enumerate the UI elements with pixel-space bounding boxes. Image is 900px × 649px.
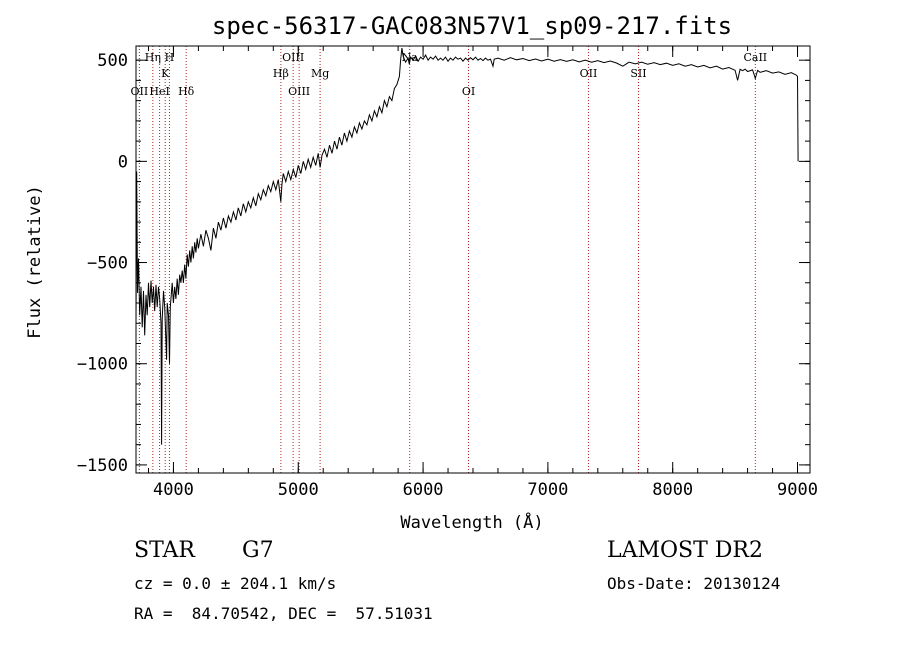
spectral-line-label: K [161,67,170,80]
spectral-line-label: CaII [743,51,767,64]
plot-area: 4000 5000 6000 7000 8000 90005000−500−1000−15… [77,45,818,500]
spectral-line-label: Mg [311,67,329,80]
y-axis-label: Flux (relative) [25,185,45,339]
y-tick-label: −1000 [77,355,128,375]
y-tick-label: 500 [97,51,128,71]
spectral-line-label: H [165,51,175,64]
spectral-line-label: OIII [282,51,304,64]
x-tick-label: 6000 [403,480,444,500]
chart-title: spec-56317-GAC083N57V1_sp09-217.fits [212,12,732,40]
spectral-line-label: OII [580,67,598,80]
spectral-line-label: SII [630,67,646,80]
object-subclass: G7 [242,538,274,563]
spectral-line-label: Hβ [273,67,289,80]
spectral-line-label: Na [402,51,419,64]
spectral-line-label: OIII [288,85,310,98]
spectral-line-label: OI [462,85,475,98]
spectral-line-label: Hδ [178,85,195,98]
redshift-text: cz = 0.0 ± 204.1 km/s [134,574,337,593]
coordinates-text: RA = 84.70542, DEC = 57.51031 [134,604,433,623]
spectral-line-label: HeI [149,85,169,98]
spectrum-line [135,47,799,445]
x-tick-label: 7000 [527,480,568,500]
x-tick-label: 8000 [652,480,693,500]
x-axis-label: Wavelength (Å) [400,511,543,533]
obs-date-text: Obs-Date: 20130124 [607,574,781,593]
survey-name: LAMOST DR2 [607,538,763,563]
y-tick-label: −500 [87,254,128,274]
spectral-line-label: Hη [145,51,161,64]
y-tick-label: 0 [118,152,128,172]
spectral-line-label: OII [131,85,149,98]
x-tick-label: 9000 [777,480,818,500]
plot-frame [135,45,811,474]
object-class: STAR [134,538,195,563]
x-tick-label: 4000 [153,480,194,500]
x-tick-label: 5000 [278,480,319,500]
y-tick-label: −1500 [77,456,128,476]
